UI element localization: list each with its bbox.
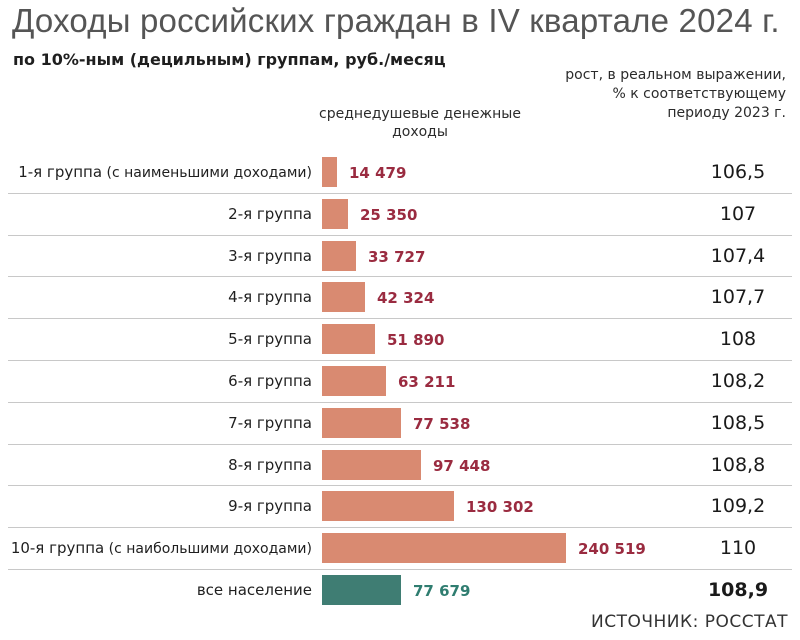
growth-value: 108 [719, 328, 757, 350]
row-label-note: (с наименьшими доходами) [102, 165, 312, 181]
group-row: 5-я группа 51 890 108 [0, 318, 800, 360]
income-bar [322, 366, 386, 396]
row-separator [8, 569, 792, 570]
row-separator [8, 485, 792, 486]
chart-title: Доходы российских граждан в IV квартале … [12, 2, 780, 39]
group-row: 9-я группа 130 302 109,2 [0, 485, 800, 527]
row-label: 8-я группа [228, 456, 312, 474]
growth-value: 107,7 [710, 286, 766, 308]
row-label: 7-я группа [228, 414, 312, 432]
total-row: все население 77 679 108,9 [0, 569, 800, 611]
row-label-text: 10-я группа [10, 539, 105, 557]
income-bar [322, 533, 566, 563]
growth-value: 106,5 [710, 161, 766, 183]
row-label-text: 1-я группа [18, 163, 103, 181]
row-label: 2-я группа [228, 205, 312, 223]
income-value-label: 14 479 [349, 164, 407, 182]
group-row: 2-я группа 25 350 107 [0, 193, 800, 235]
income-value-label: 25 350 [360, 206, 418, 224]
income-value-label: 77 538 [413, 415, 471, 433]
income-value-label: 77 679 [413, 582, 471, 600]
row-label: все население [197, 581, 312, 599]
growth-value: 107,4 [710, 245, 766, 267]
row-label-text: 6-я группа [228, 372, 312, 390]
row-label: 6-я группа [228, 372, 312, 390]
growth-value: 108,9 [707, 579, 769, 601]
total-bar [322, 575, 401, 605]
row-label-text: 5-я группа [228, 330, 312, 348]
growth-value: 107 [719, 203, 757, 225]
group-row: 1-я группа (с наименьшими доходами) 14 47… [0, 152, 800, 193]
row-label-text: 9-я группа [228, 497, 312, 515]
growth-value: 108,2 [710, 370, 766, 392]
row-label-text: 2-я группа [228, 205, 312, 223]
row-separator [8, 276, 792, 277]
row-separator [8, 444, 792, 445]
source-note: ИСТОЧНИК: РОССТАТ [591, 612, 788, 632]
row-label-text: 3-я группа [228, 247, 312, 265]
row-separator [8, 360, 792, 361]
income-value-label: 33 727 [368, 248, 426, 266]
income-column-header: среднедушевые денежные доходы [319, 106, 521, 140]
row-separator [8, 235, 792, 236]
row-label: 9-я группа [228, 497, 312, 515]
row-label: 5-я группа [228, 330, 312, 348]
income-bar [322, 324, 375, 354]
income-bar [322, 199, 348, 229]
group-row: 4-я группа 42 324 107,7 [0, 276, 800, 318]
row-separator [8, 193, 792, 194]
income-bar [322, 282, 365, 312]
growth-value: 110 [719, 537, 757, 559]
row-label-note: (с наибольшими доходами) [104, 541, 312, 557]
growth-value: 108,5 [710, 412, 766, 434]
income-value-label: 97 448 [433, 457, 491, 475]
row-label: 1-я группа (с наименьшими доходами) [18, 163, 312, 181]
row-label-text: 4-я группа [228, 288, 312, 306]
row-label-text: 7-я группа [228, 414, 312, 432]
group-row: 7-я группа 77 538 108,5 [0, 402, 800, 444]
income-value-label: 42 324 [377, 289, 435, 307]
row-label: 10-я группа (с наибольшими доходами) [11, 539, 312, 557]
chart-subtitle: по 10%-ным (децильным) группам, руб./мес… [13, 50, 446, 69]
row-separator [8, 402, 792, 403]
row-separator [8, 318, 792, 319]
income-bar [322, 491, 454, 521]
row-label: 4-я группа [228, 288, 312, 306]
group-row: 8-я группа 97 448 108,8 [0, 444, 800, 486]
income-value-label: 51 890 [387, 331, 445, 349]
row-label-text: все население [196, 581, 312, 599]
group-row: 6-я группа 63 211 108,2 [0, 360, 800, 402]
row-separator [8, 527, 792, 528]
income-value-label: 130 302 [466, 498, 534, 516]
row-label: 3-я группа [228, 247, 312, 265]
group-row: 10-я группа (с наибольшими доходами) 240 … [0, 527, 800, 569]
income-bar [322, 408, 401, 438]
growth-column-header: рост, в реальном выражении, % к соответс… [565, 67, 786, 121]
income-value-label: 240 519 [578, 540, 646, 558]
growth-value: 109,2 [710, 495, 766, 517]
growth-value: 108,8 [710, 454, 766, 476]
income-bar [322, 157, 337, 187]
income-bar [322, 450, 421, 480]
row-label-text: 8-я группа [228, 456, 312, 474]
income-bar [322, 241, 356, 271]
group-row: 3-я группа 33 727 107,4 [0, 235, 800, 277]
income-value-label: 63 211 [398, 373, 456, 391]
